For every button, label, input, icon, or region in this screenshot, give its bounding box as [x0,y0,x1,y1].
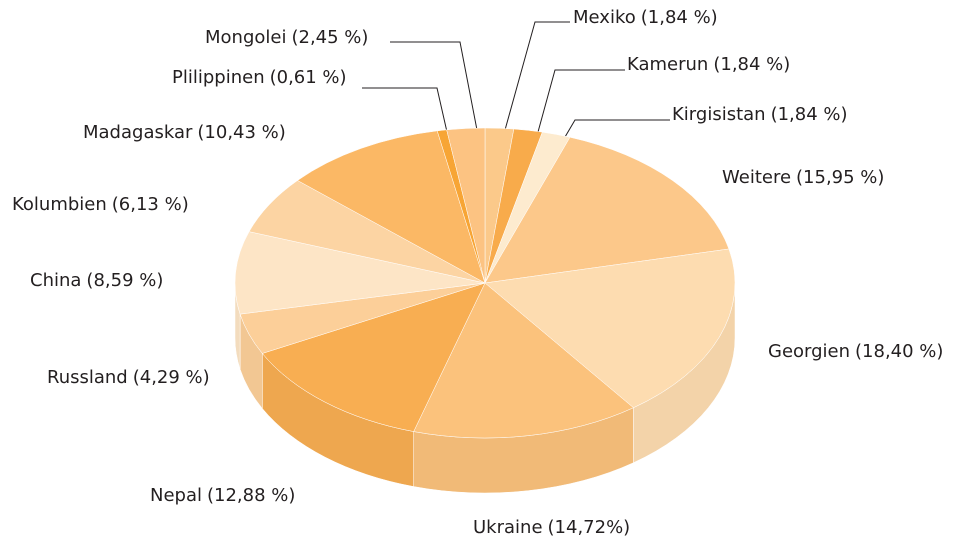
slice-label: Mexiko (1,84 %) [573,7,718,28]
category-name: Kamerun [627,54,708,75]
category-name: Russland [47,367,128,388]
value-label: (14,72%) [548,517,631,538]
value-label: (1,84 %) [713,54,790,75]
slice-label: Kolumbien (6,13 %) [12,194,189,215]
value-label: (6,13 %) [112,194,189,215]
leader-line [564,119,670,138]
value-label: (18,40 %) [855,341,943,362]
leader-line [362,87,448,133]
category-name: Georgien [768,341,850,362]
category-name: Plilippinen [172,67,265,88]
category-name: Madagaskar [83,122,193,143]
category-name: Kolumbien [12,194,107,215]
slice [297,130,486,284]
slice-label: Weitere (15,95 %) [722,167,884,188]
category-name: Kirgisistan [672,104,766,125]
slice [261,282,486,432]
pie-sides [234,282,736,494]
value-label: (4,29 %) [133,367,210,388]
slice-label: Kirgisistan (1,84 %) [672,104,848,125]
slice [446,127,486,284]
leader-lines [362,21,670,138]
leader-line [537,69,625,133]
slice-label: Plilippinen (0,61 %) [172,67,347,88]
leader-line [504,21,570,131]
slice-label: Georgien (18,40 %) [768,341,943,362]
leader-line [390,41,478,131]
pie-tops [234,127,736,439]
value-label: (0,61 %) [270,67,347,88]
value-label: (2,45 %) [291,27,368,48]
slice-label: Mongolei (2,45 %) [205,27,368,48]
slice-label: Madagaskar (10,43 %) [83,122,286,143]
category-name: Weitere [722,167,791,188]
value-label: (10,43 %) [197,122,285,143]
value-label: (1,84 %) [641,7,718,28]
slice-label: China (8,59 %) [30,270,163,291]
value-label: (1,84 %) [771,104,848,125]
slice-label: Russland (4,29 %) [47,367,210,388]
slice [484,136,730,284]
category-name: Ukraine [473,517,543,538]
category-name: Mexiko [573,7,636,28]
slice [484,248,736,409]
category-name: China [30,270,81,291]
slice [413,282,634,439]
value-label: (8,59 %) [86,270,163,291]
value-label: (15,95 %) [796,167,884,188]
category-name: Nepal [150,485,202,506]
slice-label: Ukraine (14,72%) [473,517,630,538]
category-name: Mongolei [205,27,286,48]
value-label: (12,88 %) [207,485,295,506]
slice [234,231,486,315]
slice-label: Nepal (12,88 %) [150,485,295,506]
slice-label: Kamerun (1,84 %) [627,54,790,75]
